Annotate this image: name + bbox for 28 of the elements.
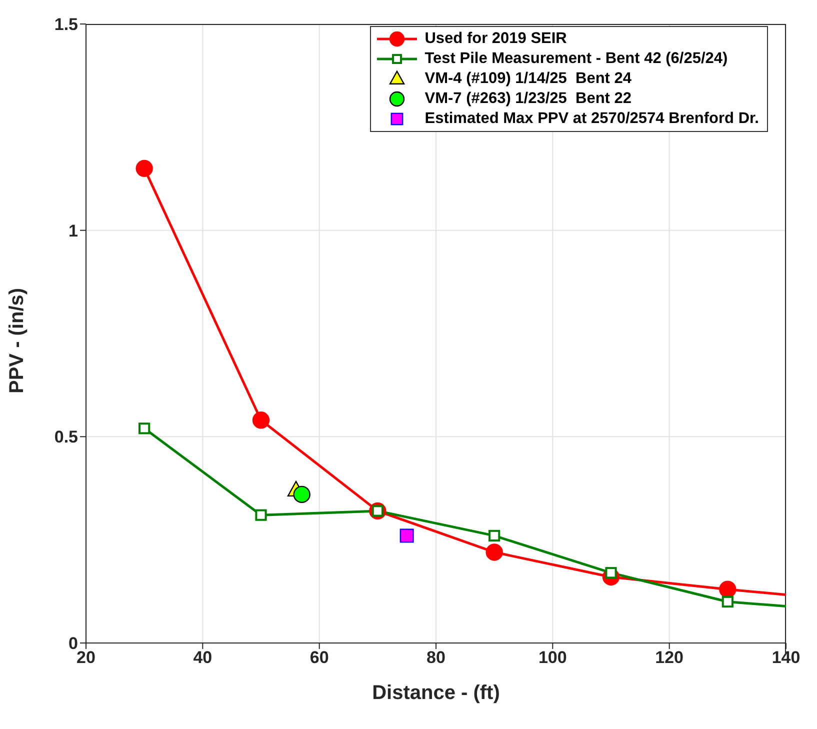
legend-label: Used for 2019 SEIR [424, 29, 567, 49]
point [722, 596, 734, 608]
x-tick-label: 40 [193, 648, 212, 668]
point [400, 528, 414, 543]
y-axis-title: PPV - (in/s) [6, 288, 28, 394]
point [136, 160, 153, 178]
y-tick-label: 1.5 [54, 15, 78, 34]
point [255, 509, 267, 521]
y-tick-label: 1 [68, 221, 78, 240]
legend-label: VM-4 (#109) 1/14/25 Bent 24 [424, 69, 632, 89]
x-tick-label: 20 [76, 648, 96, 668]
x-tick-label: 100 [538, 648, 567, 668]
y-tick-label: 0.5 [54, 428, 78, 447]
x-tick-label: 120 [655, 648, 684, 668]
point [488, 530, 500, 542]
legend-label: VM-7 (#263) 1/23/25 Bent 22 [424, 89, 632, 109]
x-tick-label: 140 [772, 648, 800, 668]
x-axis-title: Distance - (ft) [372, 682, 500, 704]
point [293, 486, 310, 504]
y-tick-label: 0 [68, 634, 78, 654]
point [486, 544, 503, 561]
legend-label: Estimated Max PPV at 2570/2574 Brenford Dr. [424, 109, 759, 129]
x-tick-label: 60 [310, 648, 329, 668]
point [138, 422, 150, 434]
legend-label: Test Pile Measurement - Bent 42 (6/25/24) [424, 49, 728, 69]
point [719, 580, 736, 598]
x-tick-label: 80 [426, 648, 446, 668]
point [252, 412, 270, 429]
